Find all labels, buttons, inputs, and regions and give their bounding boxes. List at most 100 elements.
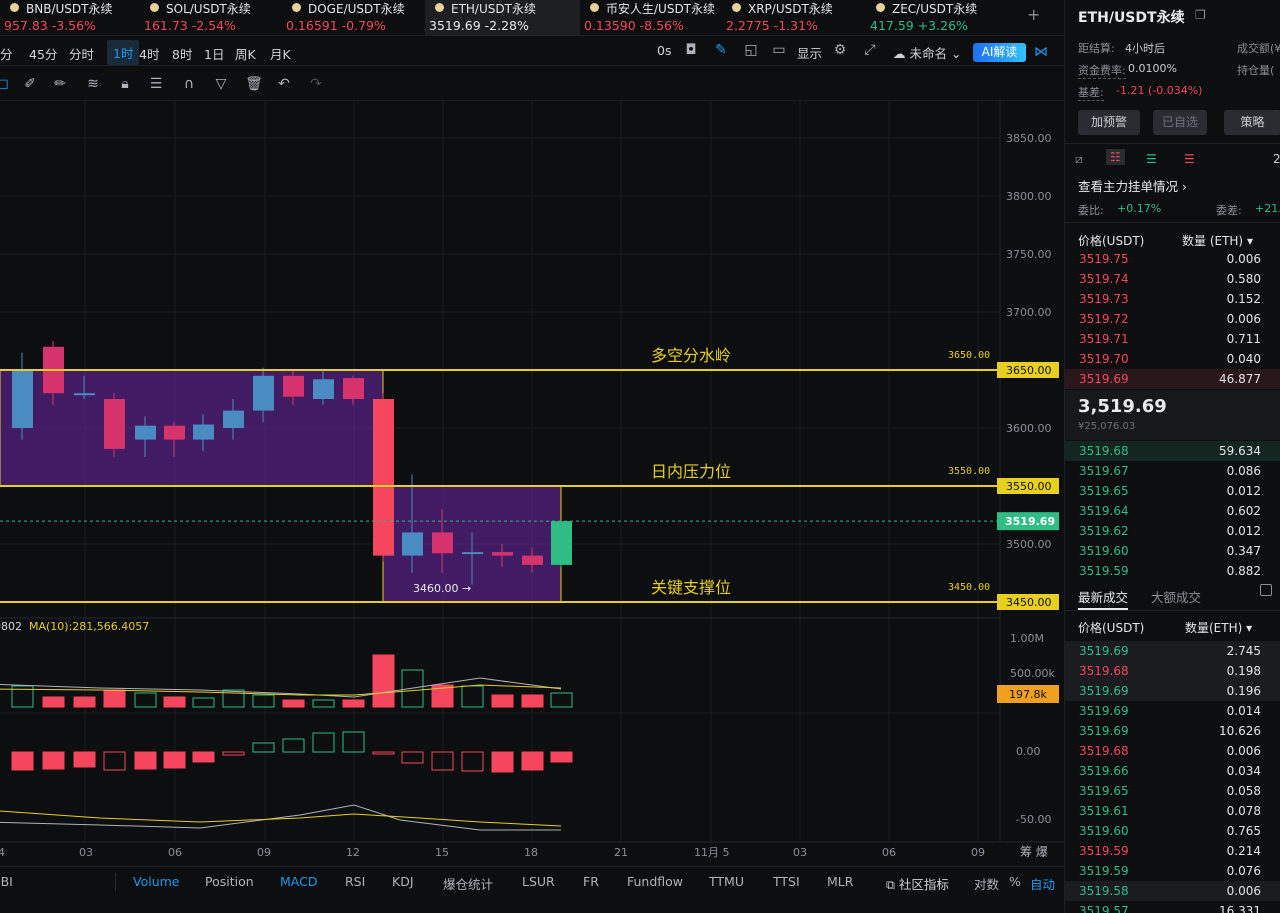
indicator-position[interactable]: Position <box>205 874 254 889</box>
indicator-lsur[interactable]: LSUR <box>522 874 555 889</box>
row-price: 3519.59 <box>1079 564 1129 578</box>
latest-trades-tab[interactable]: 最新成交 <box>1078 587 1129 610</box>
orderbook-row[interactable]: 3519.70 0.040 <box>1065 349 1280 369</box>
row-price: 3519.74 <box>1079 272 1129 286</box>
level-value: 3450.00 <box>948 582 990 593</box>
timeframe-0[interactable]: 5分 <box>0 47 13 62</box>
log-toggle[interactable]: 对数 <box>974 877 1000 892</box>
price-chart[interactable]: 3850.00 3800.00 3750.00 3700.00 3600.00 3500.… <box>0 101 1064 866</box>
depth-bids-icon[interactable]: ☰ <box>1146 152 1157 166</box>
symbol-tab[interactable]: 币安人生/USDT永续 0.13590 -8.56% <box>580 0 720 35</box>
timeframe-6[interactable]: 1日 <box>204 47 225 62</box>
indicator-rsi[interactable]: RSI <box>345 874 366 889</box>
indicator-bbi[interactable]: BBI <box>0 874 13 889</box>
symbol-tab[interactable]: BNB/USDT永续 957.83 -3.56% <box>0 0 140 35</box>
timeframe-2[interactable]: 分时 <box>69 47 95 62</box>
symbol-tab[interactable]: DOGE/USDT永续 0.16591 -0.79% <box>282 0 422 35</box>
symbol-tab[interactable]: ZEC/USDT永续 417.59 +3.26% <box>866 0 1006 35</box>
macd-bar <box>342 731 365 753</box>
unnamed-layout[interactable]: ☁ 未命名 ⌄ <box>893 46 962 61</box>
indicator-kdj[interactable]: KDJ <box>392 874 414 889</box>
price-tick: 3750.00 <box>1006 248 1052 261</box>
orderbook-row[interactable]: 3519.68 59.634 <box>1065 441 1280 461</box>
symbol-tab[interactable]: ETH/USDT永续 3519.69 -2.28% <box>425 0 580 35</box>
timeframe-1[interactable]: 45分 <box>29 47 58 62</box>
macd-bar <box>521 751 544 771</box>
candle-body <box>492 552 513 556</box>
add-alert-button[interactable]: 加预警 <box>1078 110 1140 135</box>
redo-icon[interactable]: ↷ <box>310 76 322 92</box>
col-qty[interactable]: 数量 (ETH) ▾ <box>1182 234 1253 248</box>
symbol-tab[interactable]: SOL/USDT永续 161.73 -2.54% <box>140 0 280 35</box>
orderbook-row[interactable]: 3519.73 0.152 <box>1065 289 1280 309</box>
strategy-button[interactable]: 策略 <box>1224 110 1280 135</box>
magnet-icon[interactable]: ∩ <box>183 76 195 92</box>
price-tick: 3500.00 <box>1006 538 1052 551</box>
brush-icon[interactable]: ✏ <box>54 76 66 92</box>
indicator-mlr[interactable]: MLR <box>827 874 854 889</box>
depth-precision[interactable]: 2 <box>1273 152 1280 166</box>
undo-icon[interactable]: ↶ <box>278 76 290 92</box>
ai-read-button[interactable]: AI解读 <box>973 43 1026 62</box>
template-icon[interactable]: ☰ <box>149 76 163 92</box>
timeframe-8[interactable]: 月K <box>270 47 291 62</box>
orderbook-row[interactable]: 3519.65 0.012 <box>1065 481 1280 501</box>
orderbook-row[interactable]: 3519.74 0.580 <box>1065 269 1280 289</box>
trash-icon[interactable]: 🗑︎ <box>245 76 263 92</box>
share-icon[interactable]: ⋈ <box>1034 44 1048 60</box>
settings-icon[interactable]: ⚙ <box>833 42 847 58</box>
indicator-ttsi[interactable]: TTSI <box>773 874 800 889</box>
copy-icon[interactable]: ❐ <box>1195 8 1206 22</box>
percent-toggle[interactable]: % <box>1009 874 1021 889</box>
depth-asks-icon[interactable]: ☰ <box>1184 152 1195 166</box>
indicator-volume[interactable]: Volume <box>133 874 180 889</box>
indicator-爆仓统计[interactable]: 爆仓统计 <box>443 877 494 892</box>
favorited-button[interactable]: 已自选 <box>1153 110 1207 135</box>
camera-icon[interactable]: ◘ <box>685 42 697 58</box>
timeframe-4[interactable]: 4时 <box>139 47 160 62</box>
layout-icon[interactable]: ◱ <box>744 42 758 58</box>
indicator-fundflow[interactable]: Fundflow <box>627 874 684 889</box>
lock-icon[interactable]: 🔒︎ <box>121 76 129 92</box>
orderbook-link[interactable]: 查看主力挂单情况 › <box>1078 179 1187 194</box>
orderbook-row[interactable]: 3519.71 0.711 <box>1065 329 1280 349</box>
add-tab-icon[interactable]: + <box>1027 5 1041 24</box>
indicator-fr[interactable]: FR <box>583 874 599 889</box>
crosshair-icon[interactable]: ◻ <box>0 76 9 92</box>
orderbook-row[interactable]: 3519.75 0.006 <box>1065 249 1280 269</box>
trades-col-qty[interactable]: 数量(ETH) ▾ <box>1185 621 1253 635</box>
orderbook-link-label: 查看主力挂单情况 <box>1078 179 1179 194</box>
indicator-ttmu[interactable]: TTMU <box>709 874 744 889</box>
vol-label: 0802 <box>0 620 22 633</box>
timeframe-5[interactable]: 8时 <box>172 47 193 62</box>
ruler-icon[interactable]: ✐ <box>24 76 36 92</box>
auto-toggle[interactable]: 自动 <box>1030 877 1056 892</box>
depth-both-icon[interactable]: ⧄ <box>1075 152 1083 166</box>
trade-qty: 0.014 <box>1226 704 1261 718</box>
price-tick: 3800.00 <box>1006 190 1052 203</box>
depth-split-icon[interactable]: ☷ <box>1106 149 1125 165</box>
orderbook-row[interactable]: 3519.64 0.602 <box>1065 501 1280 521</box>
fullscreen-icon[interactable]: ⤢ <box>864 42 876 58</box>
display-button[interactable]: 显示 <box>797 46 823 61</box>
orderbook-row[interactable]: 3519.67 0.086 <box>1065 461 1280 481</box>
timeframe-3[interactable]: 1时 <box>107 40 140 65</box>
window-icon[interactable]: ▭ <box>772 42 786 58</box>
large-trades-tab[interactable]: 大额成交 <box>1151 590 1202 605</box>
col-price: 价格(USDT) <box>1078 234 1145 248</box>
orderbook-row[interactable]: 3519.62 0.012 <box>1065 521 1280 541</box>
timeframe-7[interactable]: 周K <box>235 47 256 62</box>
orderbook-row[interactable]: 3519.59 0.882 <box>1065 561 1280 581</box>
orderbook-row[interactable]: 3519.72 0.006 <box>1065 309 1280 329</box>
indicator-macd[interactable]: MACD <box>280 874 318 889</box>
trade-row: 3519.57 16.331 <box>1065 901 1280 913</box>
pattern-icon[interactable]: ≋ <box>87 76 99 92</box>
symbol-tab[interactable]: XRP/USDT永续 2.2775 -1.31% <box>722 0 862 35</box>
community-indicators[interactable]: ⧉ 社区指标 <box>886 877 949 892</box>
orderbook-row[interactable]: 3519.69 46.877 <box>1065 369 1280 389</box>
trades-checkbox[interactable] <box>1260 584 1272 596</box>
orderbook-row[interactable]: 3519.60 0.347 <box>1065 541 1280 561</box>
tab-price: 2.2775 -1.31% <box>726 18 818 33</box>
pen-icon[interactable]: ✎ <box>715 42 727 58</box>
filter-icon[interactable]: ▽ <box>215 76 227 92</box>
